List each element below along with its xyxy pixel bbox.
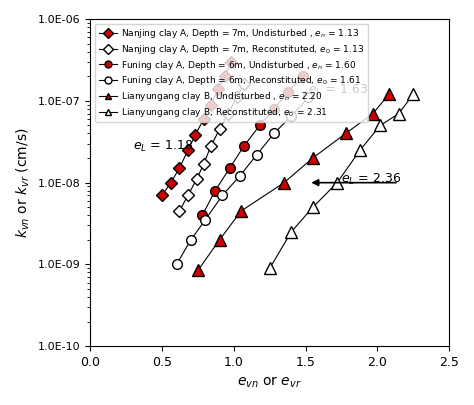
Line: Nanjing clay A, Depth = 7m, Reconstituted, $e_0$ = 1.13: Nanjing clay A, Depth = 7m, Reconstitute… xyxy=(175,80,248,215)
Nanjing clay A, Depth = 7m, Reconstituted, $e_0$ = 1.13 xyxy=(217,127,222,132)
Nanjing clay A, Depth = 7m, Undisturbed , $e_n$ = 1.13 xyxy=(201,117,207,121)
Text: $e_L$ = 1.18: $e_L$ = 1.18 xyxy=(134,139,194,154)
Line: Lianyungang clay B, Reconstituted, $e_0$ = 2.31: Lianyungang clay B, Reconstituted, $e_0$… xyxy=(264,89,419,274)
Funing clay A, Depth = 6m, Reconstituted, $e_0$ = 1.61 xyxy=(173,262,179,267)
Funing clay A, Depth = 6m, Undisturbed , $e_n$ = 1.60 xyxy=(227,166,232,171)
Lianyungang clay B, Undisturbed , $e_n$ = 2.20 xyxy=(370,111,376,116)
Lianyungang clay B, Undisturbed , $e_n$ = 2.20 xyxy=(310,156,316,160)
Legend: Nanjing clay A, Depth = 7m, Undisturbed , $e_n$ = 1.13, Nanjing clay A, Depth = : Nanjing clay A, Depth = 7m, Undisturbed … xyxy=(95,23,368,122)
Lianyungang clay B, Reconstituted, $e_0$ = 2.31 xyxy=(334,180,340,185)
Funing clay A, Depth = 6m, Undisturbed , $e_n$ = 1.60 xyxy=(241,144,247,149)
Funing clay A, Depth = 6m, Reconstituted, $e_0$ = 1.61 xyxy=(202,217,208,222)
Lianyungang clay B, Reconstituted, $e_0$ = 2.31 xyxy=(267,266,273,271)
Nanjing clay A, Depth = 7m, Reconstituted, $e_0$ = 1.13 xyxy=(241,82,247,87)
Text: $e_L$ = 1.63: $e_L$ = 1.63 xyxy=(309,83,369,98)
Nanjing clay A, Depth = 7m, Reconstituted, $e_0$ = 1.13 xyxy=(234,95,239,100)
Funing clay A, Depth = 6m, Undisturbed , $e_n$ = 1.60 xyxy=(285,89,291,94)
Funing clay A, Depth = 6m, Undisturbed , $e_n$ = 1.60 xyxy=(257,123,263,128)
Lianyungang clay B, Undisturbed , $e_n$ = 2.20 xyxy=(343,131,348,136)
Text: $e_L$ = 2.36: $e_L$ = 2.36 xyxy=(341,172,402,187)
Nanjing clay A, Depth = 7m, Undisturbed , $e_n$ = 1.13 xyxy=(185,148,191,153)
Nanjing clay A, Depth = 7m, Undisturbed , $e_n$ = 1.13 xyxy=(215,86,221,91)
Lianyungang clay B, Reconstituted, $e_0$ = 2.31 xyxy=(396,111,401,116)
Funing clay A, Depth = 6m, Reconstituted, $e_0$ = 1.61 xyxy=(306,95,311,100)
Funing clay A, Depth = 6m, Undisturbed , $e_n$ = 1.60 xyxy=(300,74,306,79)
Nanjing clay A, Depth = 7m, Reconstituted, $e_0$ = 1.13 xyxy=(201,161,207,166)
Lianyungang clay B, Reconstituted, $e_0$ = 2.31 xyxy=(377,123,383,128)
Funing clay A, Depth = 6m, Undisturbed , $e_n$ = 1.60 xyxy=(200,213,205,217)
Lianyungang clay B, Undisturbed , $e_n$ = 2.20 xyxy=(238,209,244,213)
Nanjing clay A, Depth = 7m, Reconstituted, $e_0$ = 1.13 xyxy=(225,111,231,116)
X-axis label: $e_{vn}$ or $e_{vr}$: $e_{vn}$ or $e_{vr}$ xyxy=(237,375,302,390)
Nanjing clay A, Depth = 7m, Reconstituted, $e_0$ = 1.13 xyxy=(176,209,182,213)
Funing clay A, Depth = 6m, Reconstituted, $e_0$ = 1.61 xyxy=(288,114,294,119)
Nanjing clay A, Depth = 7m, Undisturbed , $e_n$ = 1.13 xyxy=(208,102,214,107)
Nanjing clay A, Depth = 7m, Reconstituted, $e_0$ = 1.13 xyxy=(185,193,191,198)
Funing clay A, Depth = 6m, Reconstituted, $e_0$ = 1.61 xyxy=(219,193,225,198)
Lianyungang clay B, Undisturbed , $e_n$ = 2.20 xyxy=(281,180,287,185)
Line: Funing clay A, Depth = 6m, Undisturbed , $e_n$ = 1.60: Funing clay A, Depth = 6m, Undisturbed ,… xyxy=(198,71,308,220)
Line: Lianyungang clay B, Undisturbed , $e_n$ = 2.20: Lianyungang clay B, Undisturbed , $e_n$ … xyxy=(192,89,394,276)
Y-axis label: $k_{vn}$ or $k_{vr}$ (cm/s): $k_{vn}$ or $k_{vr}$ (cm/s) xyxy=(15,127,32,238)
Funing clay A, Depth = 6m, Reconstituted, $e_0$ = 1.61 xyxy=(237,174,243,179)
Nanjing clay A, Depth = 7m, Undisturbed , $e_n$ = 1.13 xyxy=(192,133,198,138)
Nanjing clay A, Depth = 7m, Undisturbed , $e_n$ = 1.13 xyxy=(159,193,165,198)
Nanjing clay A, Depth = 7m, Reconstituted, $e_0$ = 1.13 xyxy=(208,144,214,149)
Lianyungang clay B, Undisturbed , $e_n$ = 2.20 xyxy=(386,92,392,97)
Nanjing clay A, Depth = 7m, Undisturbed , $e_n$ = 1.13 xyxy=(176,166,182,171)
Lianyungang clay B, Undisturbed , $e_n$ = 2.20 xyxy=(217,237,222,242)
Nanjing clay A, Depth = 7m, Undisturbed , $e_n$ = 1.13 xyxy=(228,60,234,64)
Lianyungang clay B, Reconstituted, $e_0$ = 2.31 xyxy=(310,205,316,210)
Line: Nanjing clay A, Depth = 7m, Undisturbed , $e_n$ = 1.13: Nanjing clay A, Depth = 7m, Undisturbed … xyxy=(158,58,235,200)
Funing clay A, Depth = 6m, Reconstituted, $e_0$ = 1.61 xyxy=(254,152,260,157)
Lianyungang clay B, Reconstituted, $e_0$ = 2.31 xyxy=(410,92,416,97)
Lianyungang clay B, Reconstituted, $e_0$ = 2.31 xyxy=(288,230,294,234)
Nanjing clay A, Depth = 7m, Undisturbed , $e_n$ = 1.13 xyxy=(168,180,173,185)
Funing clay A, Depth = 6m, Undisturbed , $e_n$ = 1.60 xyxy=(212,188,218,193)
Lianyungang clay B, Undisturbed , $e_n$ = 2.20 xyxy=(195,268,201,273)
Line: Funing clay A, Depth = 6m, Reconstituted, $e_0$ = 1.61: Funing clay A, Depth = 6m, Reconstituted… xyxy=(172,93,313,269)
Funing clay A, Depth = 6m, Reconstituted, $e_0$ = 1.61 xyxy=(188,237,194,242)
Funing clay A, Depth = 6m, Reconstituted, $e_0$ = 1.61 xyxy=(271,131,277,136)
Lianyungang clay B, Reconstituted, $e_0$ = 2.31 xyxy=(357,148,363,153)
Funing clay A, Depth = 6m, Undisturbed , $e_n$ = 1.60 xyxy=(271,107,277,111)
Nanjing clay A, Depth = 7m, Undisturbed , $e_n$ = 1.13 xyxy=(222,74,228,79)
Nanjing clay A, Depth = 7m, Reconstituted, $e_0$ = 1.13 xyxy=(194,177,200,182)
